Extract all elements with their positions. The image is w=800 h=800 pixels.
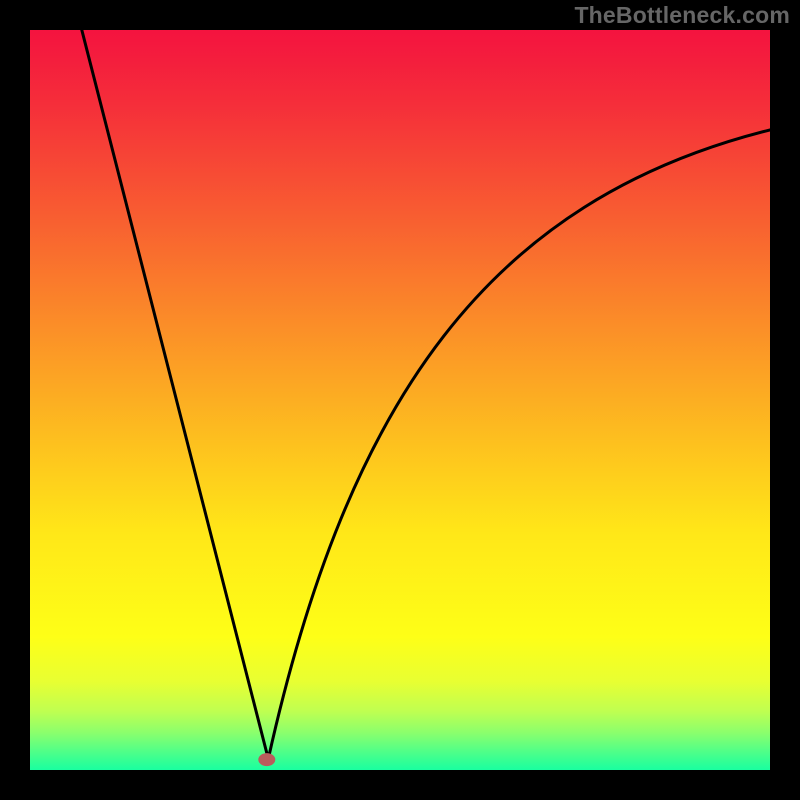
chart-frame: TheBottleneck.com (0, 0, 800, 800)
watermark-text: TheBottleneck.com (574, 2, 790, 29)
minimum-marker (259, 754, 275, 766)
plot-area (30, 30, 770, 770)
